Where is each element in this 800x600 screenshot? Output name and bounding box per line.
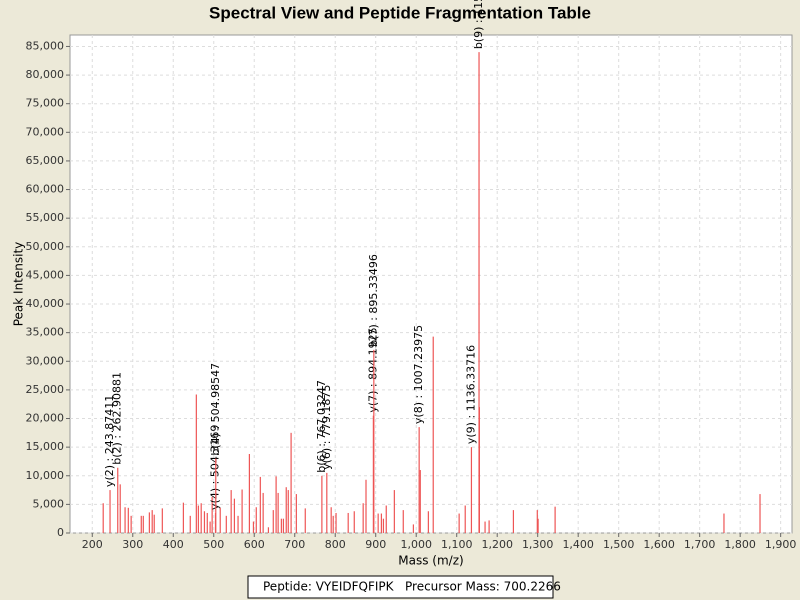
x-tick-label: 1,900	[765, 538, 797, 551]
info-box	[247, 575, 554, 599]
peak-label: y(4) : 504.3169	[209, 425, 222, 510]
precursor-label: Precursor Mass: 700.2266	[405, 580, 561, 594]
y-tick-label: 85,000	[26, 39, 65, 52]
x-tick-label: 1,000	[400, 538, 432, 551]
x-tick-label: 300	[122, 538, 143, 551]
x-tick-label: 1,100	[441, 538, 473, 551]
peak-label: b(6) : 767.03247	[315, 380, 328, 473]
y-tick-label: 65,000	[26, 154, 65, 167]
y-tick-label: 35,000	[26, 326, 65, 339]
y-tick-label: 20,000	[26, 412, 65, 425]
peak-label: y(9) : 1136.33716	[464, 345, 477, 444]
x-tick-label: 700	[284, 538, 305, 551]
x-tick-label: 600	[244, 538, 265, 551]
y-tick-label: 15,000	[26, 440, 65, 453]
y-tick-label: 55,000	[26, 211, 65, 224]
y-tick-label: 80,000	[26, 68, 65, 81]
x-tick-label: 1,700	[684, 538, 716, 551]
y-tick-label: 45,000	[26, 268, 65, 281]
y-tick-label: 30,000	[26, 354, 65, 367]
y-tick-label: 50,000	[26, 240, 65, 253]
x-tick-label: 1,300	[522, 538, 554, 551]
x-axis-label: Mass (m/z)	[398, 554, 463, 568]
x-tick-label: 400	[163, 538, 184, 551]
peptide-label: Peptide: VYEIDFQFIPK	[263, 580, 395, 594]
x-tick-label: 1,500	[603, 538, 635, 551]
y-axis-label: Peak Intensity	[12, 242, 26, 327]
y-tick-label: 5,000	[33, 497, 65, 510]
x-tick-label: 1,200	[481, 538, 513, 551]
peak-label: b(9) : 1155.11743	[472, 0, 485, 49]
x-tick-label: 500	[203, 538, 224, 551]
x-tick-label: 1,800	[724, 538, 756, 551]
chart-title: Spectral View and Peptide Fragmentation …	[209, 3, 591, 22]
plot-area	[69, 34, 793, 534]
y-tick-label: 40,000	[26, 297, 65, 310]
x-tick-label: 900	[365, 538, 386, 551]
peak-label: y(8) : 1007.23975	[412, 325, 425, 424]
peak-label: b(4) : 504.98547	[209, 363, 222, 456]
y-tick-label: 60,000	[26, 183, 65, 196]
y-tick-label: 0	[57, 526, 64, 539]
peak-label: b(7) : 895.33496	[367, 254, 380, 347]
peak-label: y(6) : 779.1875	[320, 385, 333, 470]
x-tick-label: 800	[325, 538, 346, 551]
peak-label: y(2) : 243.87411	[103, 395, 116, 487]
y-tick-label: 70,000	[26, 125, 65, 138]
y-tick-label: 25,000	[26, 383, 65, 396]
x-tick-label: 1,400	[562, 538, 594, 551]
x-tick-label: 200	[82, 538, 103, 551]
y-tick-label: 75,000	[26, 97, 65, 110]
peak-label: y(7) : 894.1925	[366, 327, 379, 412]
y-tick-label: 10,000	[26, 469, 65, 482]
x-tick-label: 1,600	[643, 538, 675, 551]
peak-label: b(2) : 262.90881	[111, 372, 124, 465]
